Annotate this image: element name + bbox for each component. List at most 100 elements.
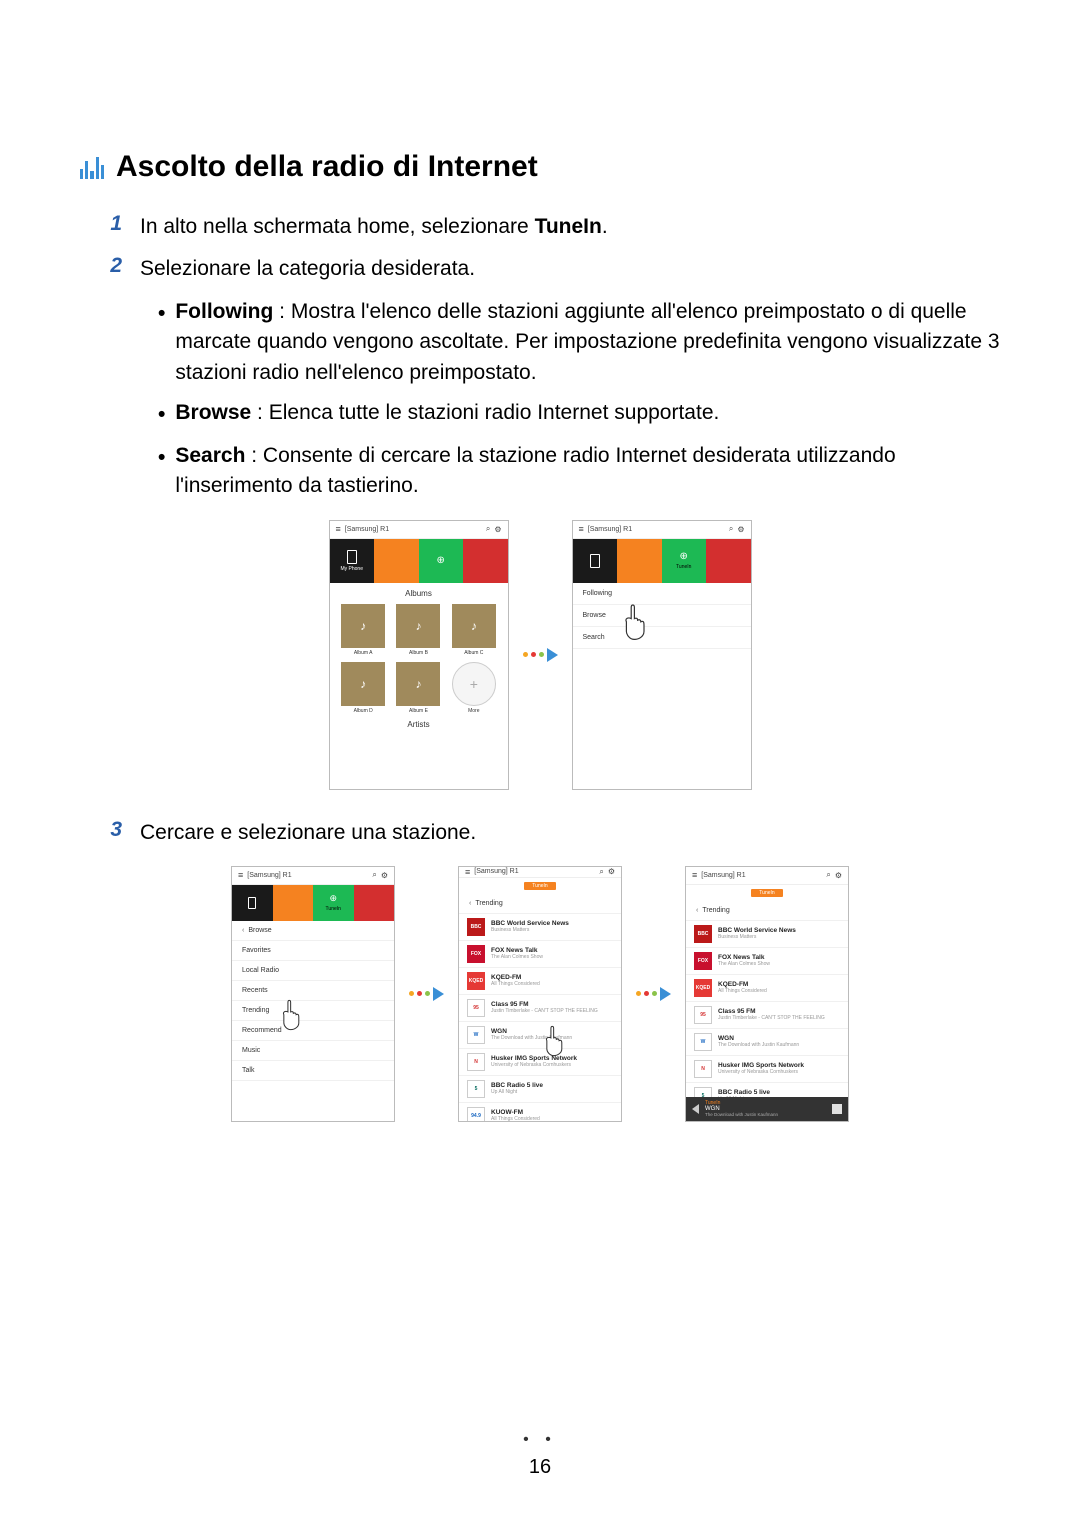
back-trending[interactable]: ‹Trending [686, 901, 848, 921]
station-logo: W [694, 1033, 712, 1051]
browse-trending[interactable]: Trending [232, 1001, 394, 1021]
music-note-icon: ♪ [341, 604, 385, 648]
album-more[interactable]: +More [452, 662, 496, 714]
browse-item[interactable]: Local Radio [232, 961, 394, 981]
browse-item[interactable]: Talk [232, 1061, 394, 1081]
phone-tunein-menu: ≡ [Samsung] R1 ⌕ ⚙ ⊕TuneIn Following Bro… [572, 520, 752, 790]
station-subtitle: University of Nebraska Cornhuskers [718, 1069, 840, 1075]
album-item[interactable]: ♪Album B [396, 604, 440, 656]
album-item[interactable]: ♪Album E [396, 662, 440, 714]
gear-icon[interactable]: ⚙ [381, 871, 388, 880]
browse-item[interactable]: Recommend [232, 1021, 394, 1041]
search-icon[interactable]: ⌕ [486, 524, 490, 534]
station-row[interactable]: WWGNThe Download with Justin Kaufmann [459, 1022, 621, 1049]
hand-pointer-icon [541, 1023, 569, 1057]
tile-red[interactable] [354, 885, 395, 921]
hand-pointer-icon [507, 573, 509, 613]
station-logo: 95 [467, 999, 485, 1017]
tile-red[interactable] [706, 539, 751, 583]
step-text: Cercare e selezionare una stazione. [140, 818, 1000, 848]
station-row[interactable]: 94.9KUOW-FMAll Things Considered [459, 1103, 621, 1122]
station-logo: FOX [467, 945, 485, 963]
album-item[interactable]: ♪Album D [341, 662, 385, 714]
stop-icon[interactable] [832, 1104, 842, 1114]
station-subtitle: The Alan Colmes Show [491, 954, 613, 960]
menu-following[interactable]: Following [573, 583, 751, 605]
phone-icon [347, 550, 357, 564]
station-logo: W [467, 1026, 485, 1044]
browse-item[interactable]: Music [232, 1041, 394, 1061]
station-name: Class 95 FM [491, 1001, 613, 1008]
album-item[interactable]: ♪Album A [341, 604, 385, 656]
phone-header: ≡ [Samsung] R1 ⌕ ⚙ [459, 867, 621, 878]
browse-item[interactable]: Recents [232, 981, 394, 1001]
search-icon[interactable]: ⌕ [729, 524, 733, 534]
station-row[interactable]: WWGNThe Download with Justin Kaufmann [686, 1029, 848, 1056]
back-trending[interactable]: ‹Trending [459, 894, 621, 914]
tile-tunein[interactable]: ⊕ [419, 539, 464, 583]
tile-myphone[interactable] [573, 539, 618, 583]
step-number: 3 [98, 818, 122, 848]
station-row[interactable]: 95Class 95 FMJustin Timberlake - CAN'T S… [459, 995, 621, 1022]
station-row[interactable]: FOXFOX News TalkThe Alan Colmes Show [459, 941, 621, 968]
source-tiles: ⊕TuneIn [232, 885, 394, 921]
tile-myphone[interactable]: My Phone [330, 539, 375, 583]
menu-browse[interactable]: Browse [573, 605, 751, 627]
hamburger-icon[interactable]: ≡ [579, 524, 584, 534]
search-icon[interactable]: ⌕ [599, 867, 603, 877]
gear-icon[interactable]: ⚙ [835, 871, 842, 880]
back-browse[interactable]: ‹Browse [232, 921, 394, 941]
station-row[interactable]: 95Class 95 FMJustin Timberlake - CAN'T S… [686, 1002, 848, 1029]
station-subtitle: Business Matters [491, 927, 613, 933]
tile-orange[interactable] [273, 885, 314, 921]
station-row[interactable]: BBCBBC World Service NewsBusiness Matter… [459, 914, 621, 941]
gear-icon[interactable]: ⚙ [608, 867, 615, 876]
tile-orange[interactable] [374, 539, 419, 583]
artists-label: Artists [330, 714, 508, 735]
station-logo: KQED [694, 979, 712, 997]
station-name: BBC World Service News [718, 927, 840, 934]
tile-tunein[interactable]: ⊕TuneIn [313, 885, 354, 921]
station-subtitle: All Things Considered [491, 981, 613, 987]
station-subtitle: Up All Night [491, 1089, 613, 1095]
chevron-left-icon: ‹ [469, 900, 471, 907]
station-row[interactable]: BBCBBC World Service NewsBusiness Matter… [686, 921, 848, 948]
station-name: FOX News Talk [718, 954, 840, 961]
search-icon[interactable]: ⌕ [372, 870, 376, 880]
station-row[interactable]: KQEDKQED-FMAll Things Considered [686, 975, 848, 1002]
phone-header: ≡ [Samsung] R1 ⌕ ⚙ [232, 867, 394, 885]
tile-tunein[interactable]: ⊕TuneIn [662, 539, 707, 583]
tile-red[interactable] [463, 539, 508, 583]
search-icon[interactable]: ⌕ [826, 870, 830, 880]
browse-item[interactable]: Favorites [232, 941, 394, 961]
gear-icon[interactable]: ⚙ [737, 525, 744, 534]
hamburger-icon[interactable]: ≡ [692, 870, 697, 880]
gear-icon[interactable]: ⚙ [494, 525, 501, 534]
station-logo: N [694, 1060, 712, 1078]
source-tiles: ⊕TuneIn [573, 539, 751, 583]
menu-search[interactable]: Search [573, 627, 751, 649]
chevron-left-icon: ‹ [242, 927, 244, 934]
station-row[interactable]: NHusker IMG Sports NetworkUniversity of … [686, 1056, 848, 1083]
tile-myphone[interactable] [232, 885, 273, 921]
hamburger-icon[interactable]: ≡ [336, 524, 341, 534]
station-row[interactable]: NHusker IMG Sports NetworkUniversity of … [459, 1049, 621, 1076]
station-name: WGN [718, 1035, 840, 1042]
mini-player[interactable]: TuneIn WGN The Download with Justin Kauf… [686, 1097, 848, 1121]
play-icon[interactable] [692, 1104, 699, 1114]
hamburger-icon[interactable]: ≡ [465, 867, 470, 877]
station-row[interactable]: FOXFOX News TalkThe Alan Colmes Show [686, 948, 848, 975]
album-item[interactable]: ♪Album C [452, 604, 496, 656]
bullet-following: • Following : Mostra l'elenco delle staz… [80, 297, 1000, 388]
tunein-icon: ⊕ [680, 551, 688, 562]
step-1: 1 In alto nella schermata home, selezion… [80, 212, 1000, 242]
station-subtitle: Business Matters [718, 934, 840, 940]
phone-trending: ≡ [Samsung] R1 ⌕ ⚙ TuneIn ‹Trending BBCB… [458, 866, 622, 1122]
hamburger-icon[interactable]: ≡ [238, 870, 243, 880]
station-row[interactable]: 5BBC Radio 5 liveUp All Night [459, 1076, 621, 1103]
station-row[interactable]: KQEDKQED-FMAll Things Considered [459, 968, 621, 995]
tile-orange[interactable] [617, 539, 662, 583]
page-dots: • • [0, 1431, 1080, 1449]
station-logo: FOX [694, 952, 712, 970]
arrow-connector [523, 648, 558, 662]
